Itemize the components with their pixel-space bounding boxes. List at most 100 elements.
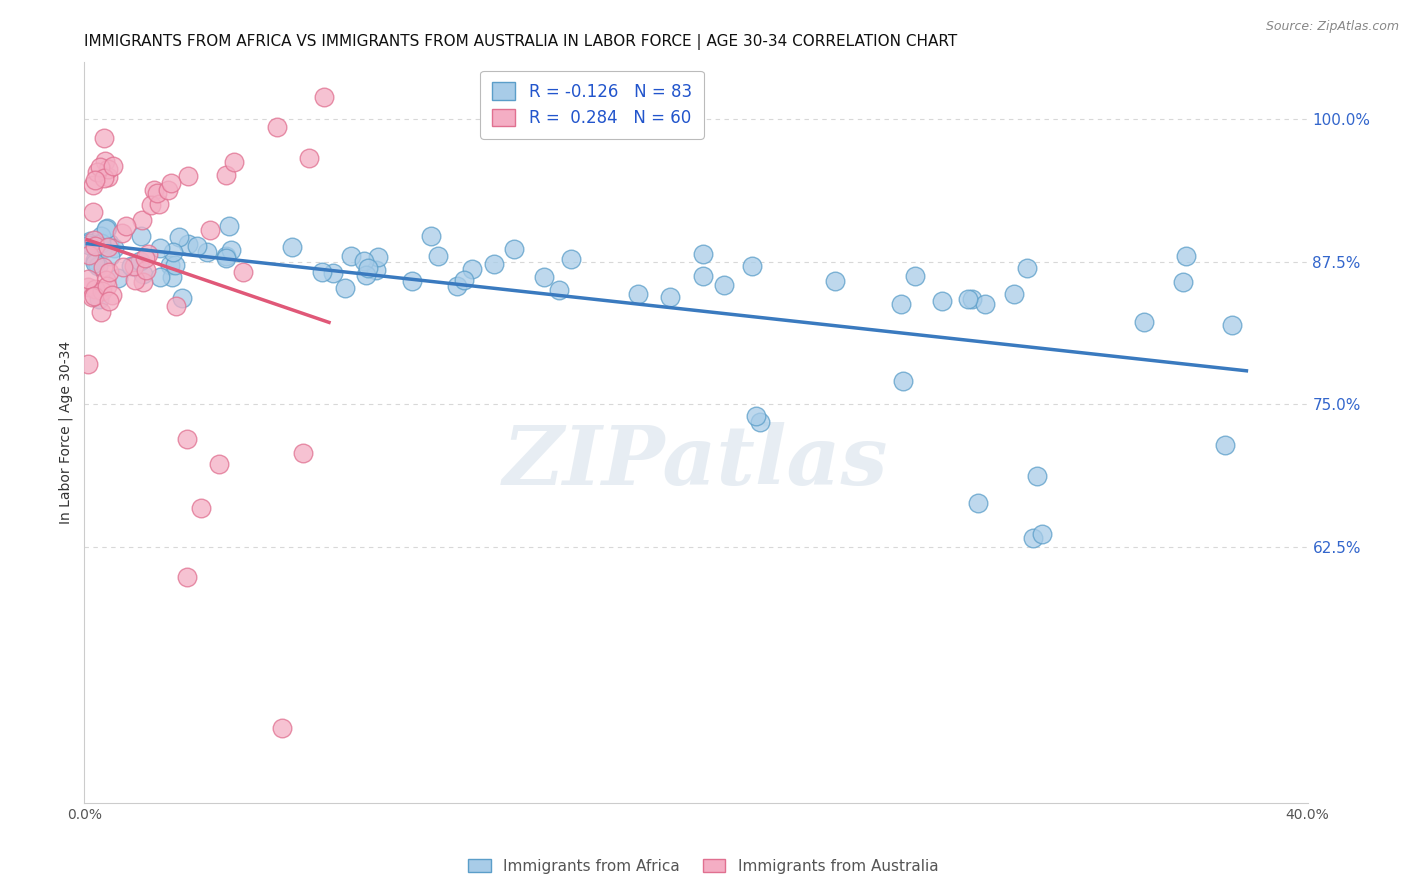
Point xyxy=(98,249,121,263)
Point xyxy=(692,247,714,261)
Point xyxy=(904,268,927,283)
Point xyxy=(974,297,997,311)
Point xyxy=(198,223,221,237)
Point xyxy=(149,241,172,255)
Point xyxy=(420,228,443,243)
Point xyxy=(957,292,980,306)
Point xyxy=(311,265,333,279)
Point xyxy=(162,244,184,259)
Point xyxy=(335,280,357,294)
Point xyxy=(167,230,190,244)
Point xyxy=(91,284,114,298)
Point xyxy=(90,305,112,319)
Point xyxy=(84,239,107,253)
Point xyxy=(215,248,238,262)
Point xyxy=(94,273,117,287)
Point xyxy=(93,171,115,186)
Point xyxy=(149,269,172,284)
Point xyxy=(97,294,120,309)
Point xyxy=(129,254,152,268)
Point xyxy=(122,259,145,273)
Text: ZIPatlas: ZIPatlas xyxy=(503,422,889,502)
Y-axis label: In Labor Force | Age 30-34: In Labor Force | Age 30-34 xyxy=(59,341,73,524)
Point xyxy=(124,273,146,287)
Point xyxy=(1175,248,1198,262)
Point xyxy=(86,165,108,179)
Point xyxy=(713,277,735,292)
Point xyxy=(503,242,526,256)
Point xyxy=(482,257,505,271)
Point xyxy=(114,219,136,233)
Point xyxy=(446,279,468,293)
Point xyxy=(224,155,246,169)
Point xyxy=(176,432,198,446)
Point xyxy=(1213,438,1236,452)
Point xyxy=(626,286,648,301)
Point xyxy=(1002,287,1025,301)
Point xyxy=(101,287,124,301)
Point xyxy=(271,721,294,735)
Point xyxy=(96,220,118,235)
Point xyxy=(1031,527,1053,541)
Point xyxy=(298,151,321,165)
Point xyxy=(357,261,380,276)
Point xyxy=(91,242,114,256)
Point xyxy=(77,238,100,252)
Point xyxy=(177,169,200,184)
Point xyxy=(177,236,200,251)
Point xyxy=(97,235,120,250)
Point xyxy=(266,120,288,134)
Point xyxy=(84,255,107,269)
Point xyxy=(79,235,101,250)
Point xyxy=(548,283,571,297)
Point xyxy=(83,289,105,303)
Point xyxy=(94,153,117,168)
Point xyxy=(84,282,107,296)
Point xyxy=(89,293,111,307)
Point xyxy=(891,374,914,388)
Text: Source: ZipAtlas.com: Source: ZipAtlas.com xyxy=(1265,20,1399,33)
Point xyxy=(322,266,344,280)
Point xyxy=(96,278,118,293)
Point xyxy=(89,160,111,174)
Point xyxy=(1133,315,1156,329)
Point xyxy=(186,239,208,253)
Point xyxy=(214,168,236,182)
Point xyxy=(79,235,101,249)
Point xyxy=(560,252,582,266)
Point xyxy=(401,274,423,288)
Point xyxy=(453,273,475,287)
Point xyxy=(97,240,120,254)
Point xyxy=(103,241,125,255)
Point xyxy=(170,291,193,305)
Point xyxy=(82,178,104,192)
Point xyxy=(131,212,153,227)
Point xyxy=(97,161,120,176)
Point xyxy=(1025,469,1047,483)
Point xyxy=(1022,531,1045,545)
Point xyxy=(136,246,159,260)
Point xyxy=(160,269,183,284)
Point xyxy=(890,297,912,311)
Point xyxy=(367,251,389,265)
Point xyxy=(148,197,170,211)
Point xyxy=(132,267,155,281)
Point xyxy=(98,264,121,278)
Point xyxy=(966,496,988,510)
Point xyxy=(87,259,110,273)
Point xyxy=(1015,261,1038,276)
Point xyxy=(960,292,983,306)
Point xyxy=(461,262,484,277)
Point xyxy=(291,445,314,459)
Point xyxy=(143,183,166,197)
Point xyxy=(931,294,953,309)
Point xyxy=(533,269,555,284)
Point xyxy=(90,228,112,243)
Legend: R = -0.126   N = 83, R =  0.284   N = 60: R = -0.126 N = 83, R = 0.284 N = 60 xyxy=(481,70,703,139)
Point xyxy=(741,259,763,273)
Point xyxy=(135,263,157,277)
Point xyxy=(83,173,105,187)
Point xyxy=(77,280,100,294)
Point xyxy=(658,290,681,304)
Point xyxy=(97,169,120,184)
